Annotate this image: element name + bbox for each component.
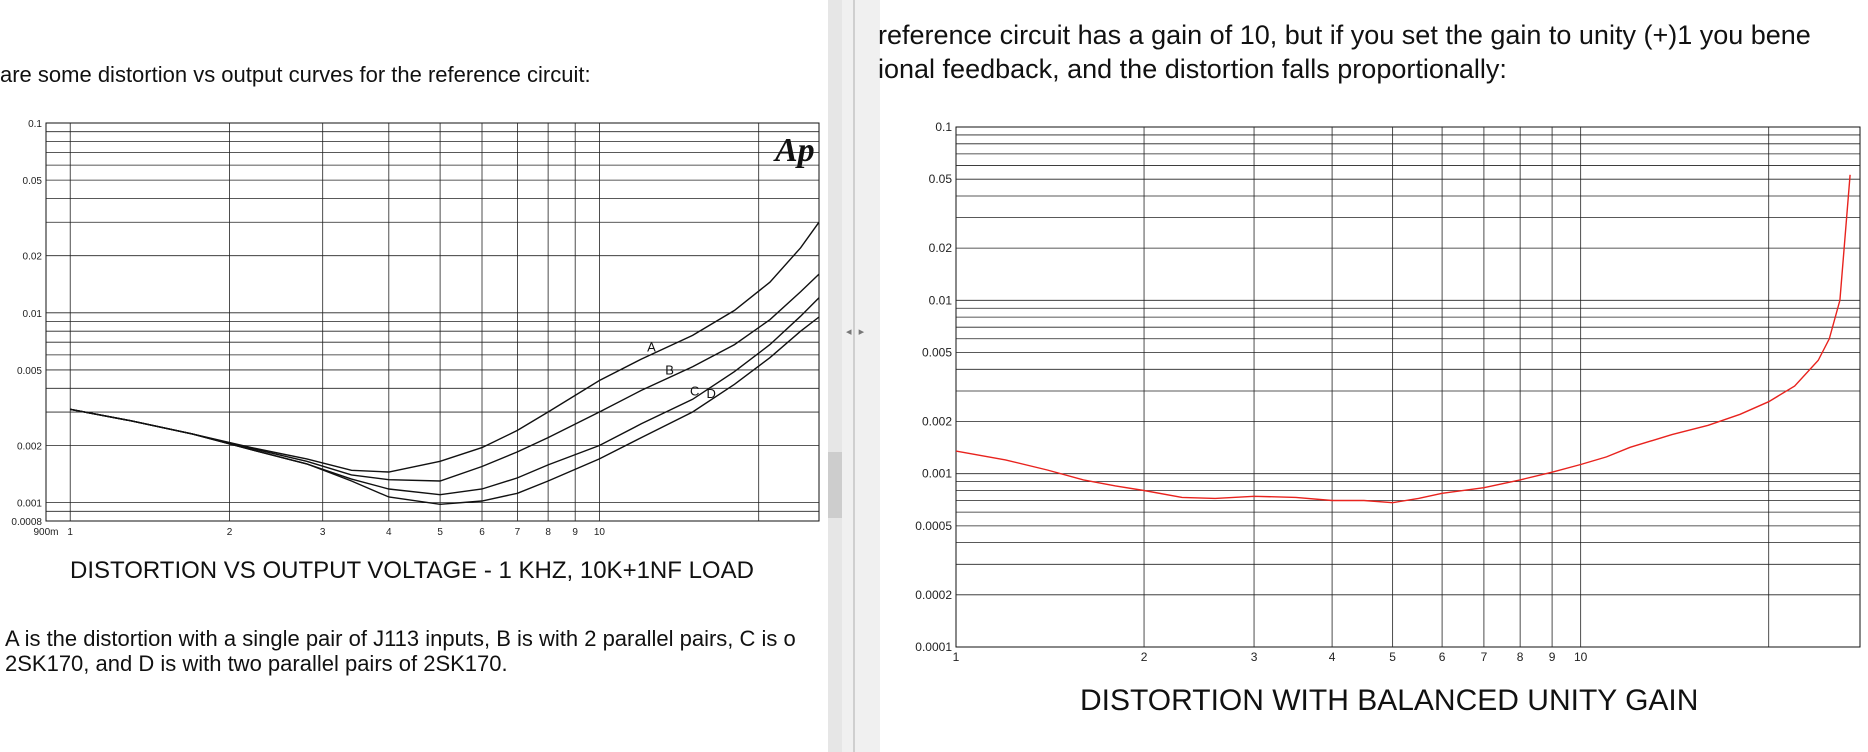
left-scrollbar-track[interactable]	[828, 0, 842, 752]
y-tick-label: 0.005	[922, 346, 952, 360]
left-document-pane: are some distortion vs output curves for…	[0, 0, 828, 752]
x-tick-label: 3	[1251, 650, 1258, 664]
x-tick-label: 4	[386, 527, 392, 538]
y-tick-label: 0.1	[935, 120, 952, 134]
collapse-left-icon[interactable]: ◂	[846, 326, 854, 338]
x-tick-label: 2	[227, 527, 233, 538]
y-tick-label: 0.002	[17, 441, 42, 452]
x-tick-label: 7	[1481, 650, 1488, 664]
series-label-c: C	[690, 384, 699, 399]
x-tick-label: 10	[594, 527, 606, 538]
split-view-divider[interactable]: ◂ ▸	[828, 0, 880, 752]
x-tick-label: 2	[1141, 650, 1148, 664]
distortion-unity-gain-chart: 0.1 0.05 0.02 0.01 0.005 0.002 0.001 0.0005 0.00…	[915, 120, 1861, 664]
y-tick-label: 0.05	[23, 176, 43, 187]
x-tick-label: 10	[1574, 650, 1588, 664]
y-tick-label: 0.001	[17, 499, 42, 510]
y-tick-label: 0.1	[28, 119, 42, 130]
collapse-right-icon[interactable]: ▸	[858, 326, 867, 338]
y-tick-label: 0.0005	[915, 519, 952, 533]
caption-line-1: A is the distortion with a single pair o…	[5, 626, 796, 651]
y-tick-label: 0.0001	[915, 640, 952, 654]
left-scrollbar-thumb[interactable]	[828, 452, 842, 518]
y-tick-label: 0.01	[23, 309, 43, 320]
x-tick-label: 900m	[33, 527, 58, 538]
y-tick-label: 0.001	[922, 467, 952, 481]
x-tick-label: 5	[437, 527, 443, 538]
chart-left-title: DISTORTION VS OUTPUT VOLTAGE - 1 KHZ, 10…	[70, 557, 754, 584]
y-tick-label: 0.02	[23, 252, 43, 263]
y-tick-label: 0.005	[17, 366, 42, 377]
chart-right-title: DISTORTION WITH BALANCED UNITY GAIN	[1080, 684, 1699, 717]
caption-line-2: 2SK170, and D is with two parallel pairs…	[5, 651, 508, 676]
x-tick-label: 8	[545, 527, 551, 538]
y-tick-label: 0.01	[929, 293, 953, 307]
series-label-a: A	[647, 339, 656, 354]
y-tick-label: 0.0008	[11, 517, 42, 528]
split-arrows[interactable]: ◂ ▸	[846, 325, 866, 338]
x-tick-label: 5	[1389, 650, 1396, 664]
series-line	[70, 316, 820, 506]
y-tick-label: 0.0002	[915, 588, 952, 602]
x-tick-label: 9	[1549, 650, 1556, 664]
intro-text: are some distortion vs output curves for…	[0, 62, 591, 87]
ap-logo: Ap	[773, 132, 815, 169]
plot-frame	[955, 126, 1861, 648]
x-tick-label: 6	[479, 527, 485, 538]
distortion-vs-output-chart: 0.1 0.05 0.02 0.01 0.005 0.002 0.001 0.0008900m…	[11, 119, 820, 538]
x-tick-label: 1	[67, 527, 73, 538]
right-text-line-1: reference circuit has a gain of 10, but …	[878, 20, 1811, 50]
series-line	[70, 273, 820, 482]
x-tick-label: 8	[1517, 650, 1524, 664]
right-document-pane: 0.1 0.05 0.02 0.01 0.005 0.002 0.001 0.0005 0.00…	[880, 0, 1868, 752]
x-tick-label: 9	[572, 527, 578, 538]
y-tick-label: 0.002	[922, 414, 952, 428]
y-tick-label: 0.02	[929, 241, 953, 255]
right-scrollbar-track[interactable]	[866, 0, 880, 752]
x-tick-label: 4	[1329, 650, 1336, 664]
split-handle[interactable]	[853, 0, 855, 752]
x-tick-label: 6	[1439, 650, 1446, 664]
plot-frame	[45, 122, 820, 522]
series-label-d: D	[707, 386, 716, 401]
right-text-line-2: ional feedback, and the distortion falls…	[878, 54, 1507, 84]
x-tick-label: 7	[515, 527, 521, 538]
series-label-b: B	[665, 362, 674, 377]
series-line	[955, 174, 1851, 504]
y-tick-label: 0.05	[929, 172, 953, 186]
x-tick-label: 1	[953, 650, 960, 664]
x-tick-label: 3	[320, 527, 326, 538]
